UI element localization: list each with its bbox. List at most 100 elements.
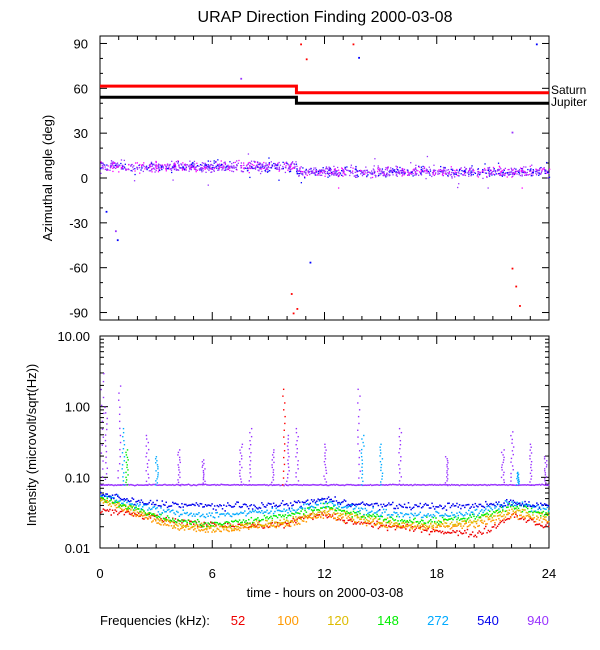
intensity-spike: [379, 443, 384, 486]
intensity-point: [481, 533, 483, 535]
intensity-spike: [121, 427, 126, 486]
intensity-point: [436, 529, 439, 532]
intensity-point: [114, 500, 116, 502]
azimuth-point: [518, 170, 520, 172]
azimuth-outlier-point: [309, 261, 312, 264]
intensity-point: [337, 518, 339, 521]
spike-point: [156, 478, 158, 480]
spike-point: [287, 466, 290, 468]
azimuth-point: [128, 164, 130, 166]
azimuth-point: [517, 170, 519, 172]
spike-point: [358, 409, 361, 411]
azimuth-point: [509, 171, 511, 173]
azimuth-point: [217, 165, 219, 167]
intensity-point: [444, 518, 446, 520]
intensity-point: [326, 514, 329, 516]
spike-point: [287, 473, 289, 475]
azimuth-point: [513, 173, 516, 175]
intensity-point: [175, 521, 178, 524]
intensity-point: [199, 515, 202, 518]
azimuth-point: [282, 161, 284, 164]
intensity-point: [157, 518, 160, 521]
intensity-point: [224, 484, 226, 486]
intensity-point: [185, 524, 187, 527]
azimuth-point: [132, 168, 134, 170]
intensity-point: [542, 510, 545, 513]
azimuth-point: [109, 166, 112, 168]
intensity-point: [232, 484, 234, 486]
x-tick-label: 6: [209, 566, 216, 581]
intensity-point: [225, 484, 228, 486]
azimuth-point: [123, 159, 125, 162]
intensity-point: [403, 522, 406, 525]
intensity-point: [414, 512, 416, 515]
azimuth-point: [233, 166, 235, 168]
intensity-point: [485, 525, 487, 528]
azimuth-point: [318, 174, 320, 176]
intensity-point: [456, 518, 458, 521]
azimuth-point: [461, 169, 463, 172]
intensity-point: [145, 514, 148, 516]
intensity-point: [355, 484, 357, 487]
intensity-point: [352, 484, 355, 486]
intensity-point: [420, 531, 423, 533]
intensity-point: [172, 501, 174, 504]
azimuth-point: [489, 171, 491, 173]
azimuth-point: [352, 167, 354, 169]
intensity-point: [258, 523, 260, 526]
azimuth-point: [490, 172, 493, 175]
spike-point: [530, 466, 532, 469]
azimuth-point: [240, 162, 243, 164]
azimuth-point: [297, 169, 299, 172]
azimuth-point: [472, 173, 474, 176]
intensity-point: [513, 501, 516, 504]
intensity-point: [322, 484, 325, 487]
intensity-point: [359, 523, 361, 525]
intensity-point: [254, 525, 257, 528]
intensity-point: [361, 508, 364, 510]
azimuth-point: [192, 166, 194, 168]
intensity-point: [132, 511, 135, 514]
intensity-point: [213, 516, 216, 519]
intensity-point: [541, 504, 543, 506]
intensity-point: [288, 523, 291, 526]
spike-point: [446, 472, 448, 474]
intensity-point: [420, 523, 423, 525]
intensity-point: [498, 511, 500, 514]
spike-point: [106, 423, 108, 425]
spike-point: [543, 468, 546, 470]
azimuth-point: [100, 162, 102, 165]
azimuth-point: [450, 168, 452, 170]
spike-point: [101, 420, 104, 423]
intensity-point: [447, 531, 449, 533]
azimuth-point: [376, 170, 379, 173]
intensity-point: [372, 526, 374, 528]
azimuth-point: [354, 176, 357, 179]
spike-point: [127, 474, 129, 476]
spike-point: [287, 434, 290, 437]
intensity-point: [469, 513, 471, 516]
azimuth-point: [157, 171, 160, 173]
intensity-point: [355, 511, 357, 514]
azimuth-point: [539, 168, 541, 170]
intensity-point: [488, 510, 491, 513]
intensity-point: [543, 508, 546, 510]
intensity-point: [354, 507, 356, 510]
azimuth-point: [213, 160, 215, 162]
intensity-point: [534, 520, 537, 523]
intensity-point: [461, 527, 463, 530]
intensity-point: [395, 522, 398, 524]
azimuth-point: [326, 167, 328, 170]
intensity-point: [278, 525, 280, 528]
spike-point: [241, 443, 244, 446]
intensity-point: [385, 483, 387, 486]
azimuth-point: [110, 160, 113, 162]
azimuth-point: [347, 169, 349, 172]
azimuth-point: [455, 173, 457, 175]
intensity-point: [447, 524, 449, 527]
azimuth-point: [207, 160, 209, 162]
intensity-point: [213, 521, 216, 524]
intensity-point: [198, 520, 200, 523]
intensity-point: [280, 484, 283, 486]
intensity-spike: [201, 459, 206, 486]
